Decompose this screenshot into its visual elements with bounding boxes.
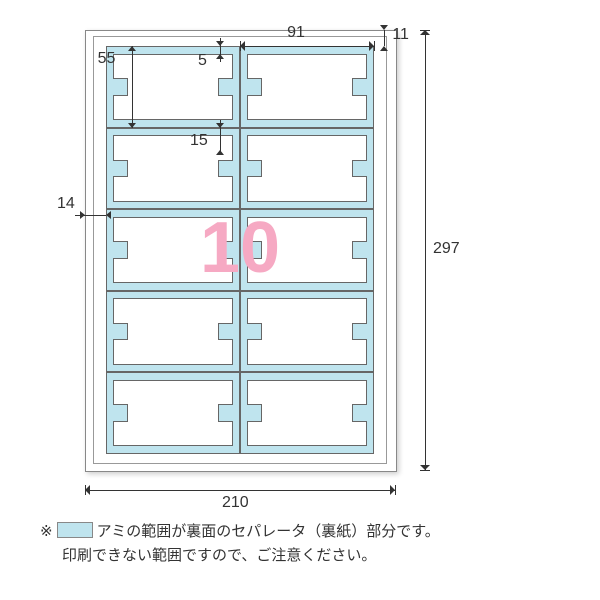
dim-separator-top: 5 xyxy=(198,52,207,70)
dim-separator-side: 15 xyxy=(190,132,208,150)
legend-prefix: ※ xyxy=(40,523,53,540)
dim-card-width: 91 xyxy=(287,24,305,42)
dim-top-margin: 11 xyxy=(392,26,409,44)
card-printable-area xyxy=(113,135,233,202)
card-printable-area xyxy=(113,217,233,284)
legend-swatch xyxy=(57,522,93,538)
legend-note: ※ アミの範囲が裏面のセパレータ（裏紙）部分です。印刷できない範囲ですので、ご注意… xyxy=(40,520,440,568)
dim-page-height: 297 xyxy=(433,240,460,258)
card-printable-area xyxy=(247,135,367,202)
card-printable-area xyxy=(247,54,367,121)
card-printable-area xyxy=(247,217,367,284)
card-printable-area xyxy=(247,298,367,365)
legend-line2: 印刷できない範囲ですので、ご注意ください。 xyxy=(62,547,376,564)
card-printable-area xyxy=(113,298,233,365)
legend-line1: アミの範囲が裏面のセパレータ（裏紙）部分です。 xyxy=(97,523,440,540)
card-printable-area xyxy=(247,380,367,447)
dim-page-width: 210 xyxy=(222,494,249,512)
dim-card-height: 55 xyxy=(98,50,116,68)
card-printable-area xyxy=(113,380,233,447)
dim-left-margin: 14 xyxy=(57,195,75,213)
